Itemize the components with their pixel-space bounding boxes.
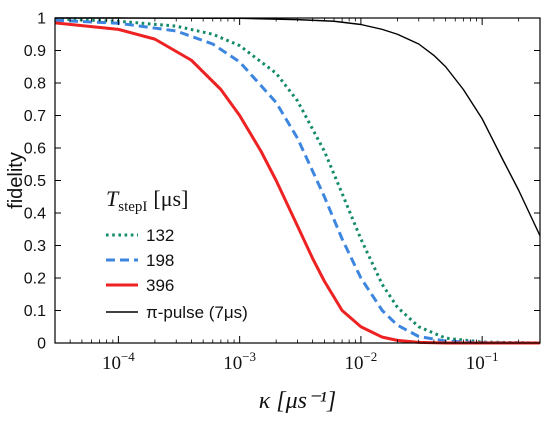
legend-title: TstepI [μs]	[106, 186, 188, 215]
legend: TstepI [μs] 132 198 396 π-pulse (7μs)	[106, 186, 248, 322]
y-tick-label: 1	[37, 11, 46, 28]
y-tick-label: 0.3	[24, 238, 46, 255]
y-tick-label: 0.2	[24, 271, 46, 288]
series-line-1	[55, 17, 540, 345]
x-tick-label: 10−3	[223, 349, 256, 374]
y-tick-label: 0.5	[24, 173, 46, 190]
x-tick-label: 10−2	[344, 349, 377, 374]
x-tick-label: 10−4	[102, 349, 135, 374]
plot-frame	[54, 17, 541, 344]
legend-label-2: 198	[146, 251, 174, 270]
legend-label-4: π-pulse (7μs)	[146, 303, 248, 322]
series-line-4	[55, 17, 540, 237]
y-tick-label: 0.9	[24, 43, 46, 60]
legend-label-1: 132	[146, 226, 174, 245]
y-tick-label: 0.4	[24, 206, 46, 223]
y-tick-label: 0.7	[24, 108, 46, 125]
y-tick-label: 0.6	[24, 141, 46, 158]
y-tick-label: 0.1	[24, 303, 46, 320]
y-axis-label: fidelity	[5, 152, 27, 209]
y-tick-label: 0	[37, 336, 46, 353]
y-tick-label: 0.8	[24, 76, 46, 93]
series-line-3	[55, 21, 540, 345]
x-axis-label: κ [μs⁻¹]	[259, 388, 336, 414]
series-line-2	[55, 18, 540, 345]
legend-label-3: 396	[146, 276, 174, 295]
x-tick-label: 10−1	[466, 349, 499, 374]
